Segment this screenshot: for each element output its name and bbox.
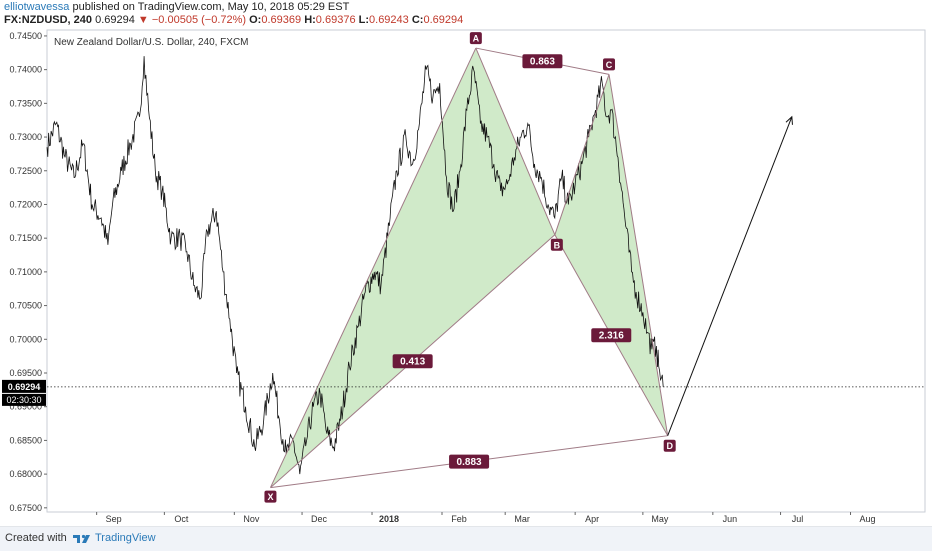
- pattern-triangle-bcd: [554, 74, 668, 436]
- leg-bc: [554, 74, 610, 235]
- close-value: 0.69294: [423, 14, 464, 26]
- y-tick-label: 0.73500: [9, 98, 42, 108]
- x-tick-label: Apr: [585, 514, 599, 524]
- leg-cd: [608, 74, 669, 436]
- point-label-d: D: [663, 439, 676, 452]
- open-label: O:: [249, 14, 262, 26]
- y-tick-label: 0.73000: [9, 132, 42, 142]
- ratio-value: 0.863: [530, 57, 555, 68]
- point-label-a: A: [469, 32, 482, 45]
- open-value: 0.69369: [261, 14, 302, 26]
- price-series: [46, 56, 664, 475]
- point-label-x: X: [264, 490, 277, 503]
- ratio-label: 0.413: [392, 354, 433, 369]
- plot-frame: [46, 29, 926, 513]
- x-tick-label: Nov: [243, 514, 260, 524]
- countdown-tag: [2, 393, 46, 406]
- low-label: L:: [358, 14, 370, 26]
- point-letter: D: [666, 441, 673, 451]
- publish-header: elliotwavessa published on TradingView.c…: [4, 1, 349, 13]
- x-tick-label: Oct: [174, 514, 189, 524]
- point-badge: [663, 439, 676, 452]
- y-tick-label: 0.70000: [9, 334, 42, 344]
- ratio-value: 0.413: [400, 357, 425, 368]
- point-letter: X: [267, 492, 273, 502]
- ratio-label: 0.883: [449, 454, 490, 469]
- close-label: C:: [411, 14, 424, 26]
- x-tick-label: Mar: [514, 514, 530, 524]
- y-tick-label: 0.69000: [9, 402, 42, 412]
- x-tick-label: Feb: [451, 514, 467, 524]
- y-tick-label: 0.70500: [9, 301, 42, 311]
- pattern-triangle-xab: [270, 48, 555, 488]
- ratio-value: 0.883: [457, 457, 482, 468]
- y-tick-label: 0.67500: [9, 503, 42, 513]
- y-tick-label: 0.68000: [9, 469, 42, 479]
- last-price: 0.69294: [95, 14, 135, 26]
- price-change: −0.00505 (−0.72%): [151, 14, 247, 26]
- leg-xa: [269, 47, 477, 488]
- y-tick-label: 0.72000: [9, 199, 42, 209]
- author-link[interactable]: elliotwavessa: [4, 1, 70, 13]
- low-value: 0.69243: [369, 14, 409, 26]
- point-letter: A: [473, 34, 480, 44]
- ratio-label: 2.316: [591, 328, 632, 343]
- point-label-c: C: [603, 58, 616, 71]
- ohlc-header: FX:NZDUSD, 240 0.69294 ▼ −0.00505 (−0.72…: [4, 14, 463, 26]
- tradingview-logo-icon: [73, 534, 90, 543]
- price-chart[interactable]: 0.74500 0.74000 0.73500 0.73000 0.72500 0.720…: [0, 0, 932, 526]
- point-badge: [264, 490, 277, 503]
- grid: [46, 29, 926, 513]
- ratio-value: 2.316: [599, 331, 624, 342]
- pattern-labels: X A B C D 0.863 0.413 2.316 0.883: [264, 32, 676, 503]
- y-tick-label: 0.71000: [9, 267, 42, 277]
- ratio-badge: [522, 54, 563, 69]
- point-letter: B: [554, 240, 561, 250]
- projection-arrowhead: [785, 115, 793, 125]
- current-price-tag: [2, 379, 46, 393]
- x-tick-label: May: [651, 514, 669, 524]
- created-with-label: Created with: [5, 532, 67, 544]
- point-badge: [550, 238, 563, 251]
- tradingview-brand[interactable]: TradingView: [95, 532, 156, 544]
- x-tick-label: Aug: [860, 514, 876, 524]
- countdown-label: 02:30:30: [6, 395, 41, 405]
- down-triangle-icon: ▼: [137, 14, 149, 26]
- leg-ab: [475, 47, 556, 235]
- ratio-label: 0.863: [522, 54, 563, 69]
- y-tick-label: 0.74000: [9, 65, 42, 75]
- y-tick-label: 0.74500: [9, 31, 42, 41]
- point-label-b: B: [550, 238, 563, 251]
- ratio-badge: [392, 354, 433, 369]
- x-tick-label: Jun: [723, 514, 738, 524]
- x-tick-label: Dec: [311, 514, 328, 524]
- x-tick-label: Jul: [792, 514, 804, 524]
- axes: 0.74500 0.74000 0.73500 0.73000 0.72500 0.720…: [2, 31, 876, 524]
- y-tick-label: 0.69500: [9, 368, 42, 378]
- chart-title: New Zealand Dollar/U.S. Dollar, 240, FXC…: [54, 37, 249, 48]
- ratio-badge: [449, 454, 490, 469]
- ratio-badge: [591, 328, 632, 343]
- point-letter: C: [606, 60, 613, 70]
- harmonic-pattern: [270, 48, 668, 488]
- x-tick-label: Sep: [106, 514, 122, 524]
- publish-info: published on TradingView.com, May 10, 20…: [72, 1, 350, 13]
- current-price-label: 0.69294: [8, 382, 41, 392]
- y-tick-label: 0.71500: [9, 233, 42, 243]
- symbol-label: FX:NZDUSD, 240: [4, 14, 93, 26]
- high-value: 0.69376: [315, 14, 356, 26]
- projection-arrow: [667, 116, 793, 436]
- price-line: [46, 56, 664, 475]
- point-badge: [469, 32, 482, 45]
- point-badge: [603, 58, 616, 71]
- high-label: H:: [304, 14, 316, 26]
- y-tick-label: 0.68500: [9, 435, 42, 445]
- y-tick-label: 0.72500: [9, 166, 42, 176]
- x-tick-label: 2018: [379, 514, 399, 524]
- footer: Created with TradingView: [0, 526, 932, 551]
